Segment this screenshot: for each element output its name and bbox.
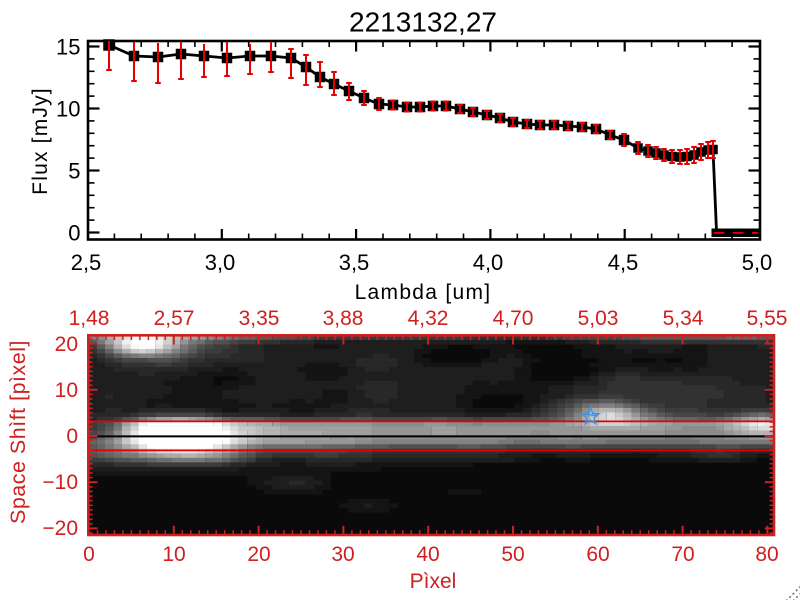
svg-text:Space Shìft [pìxel]: Space Shìft [pìxel] [6, 340, 30, 524]
svg-text:4,32: 4,32 [408, 307, 449, 330]
svg-text:−10: −10 [42, 471, 78, 494]
svg-text:2,57: 2,57 [154, 307, 195, 330]
svg-text:10: 10 [162, 543, 185, 566]
svg-text:10: 10 [56, 97, 80, 122]
svg-text:40: 40 [416, 543, 439, 566]
svg-text:5,34: 5,34 [663, 307, 704, 330]
svg-text:50: 50 [501, 543, 524, 566]
svg-text:4,0: 4,0 [473, 250, 504, 275]
svg-text:−20: −20 [42, 517, 78, 540]
svg-text:20: 20 [247, 543, 270, 566]
svg-text:5,03: 5,03 [578, 307, 619, 330]
svg-text:5: 5 [68, 159, 80, 184]
svg-text:5,0: 5,0 [742, 250, 773, 275]
svg-text:15: 15 [56, 35, 80, 60]
svg-text:3,5: 3,5 [339, 250, 370, 275]
svg-text:Lambda [um]: Lambda [um] [355, 281, 492, 304]
svg-text:2,5: 2,5 [71, 250, 102, 275]
svg-text:Pìxel: Pìxel [410, 570, 457, 593]
svg-text:70: 70 [671, 543, 694, 566]
svg-text:3,88: 3,88 [323, 307, 364, 330]
svg-text:0: 0 [66, 425, 78, 448]
svg-text:4,70: 4,70 [493, 307, 534, 330]
svg-text:80: 80 [755, 543, 778, 566]
svg-text:4,5: 4,5 [608, 250, 639, 275]
svg-text:2213132,27: 2213132,27 [349, 7, 497, 38]
svg-text:0: 0 [68, 221, 80, 246]
svg-text:1,48: 1,48 [69, 307, 110, 330]
svg-text:60: 60 [586, 543, 609, 566]
svg-text:20: 20 [55, 333, 78, 356]
svg-text:5,55: 5,55 [747, 307, 788, 330]
svg-text:3,0: 3,0 [205, 250, 236, 275]
svg-text:10: 10 [55, 379, 78, 402]
svg-text:0: 0 [83, 543, 95, 566]
svg-text:30: 30 [331, 543, 354, 566]
svg-text:3,35: 3,35 [239, 307, 280, 330]
svg-text:Flux [mJy]: Flux [mJy] [29, 87, 52, 195]
